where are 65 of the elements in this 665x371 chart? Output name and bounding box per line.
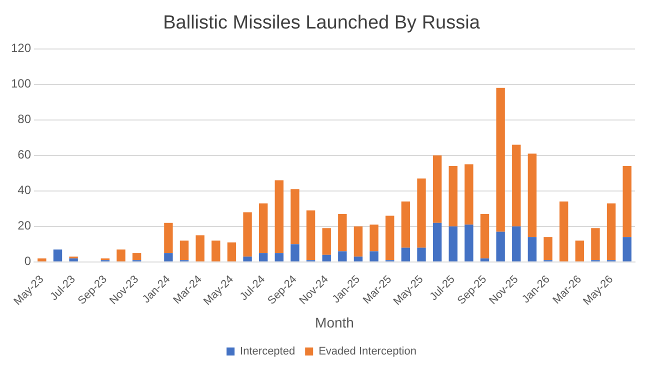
bar <box>258 203 268 254</box>
y-tick-label: 60 <box>18 148 32 162</box>
bar <box>528 237 537 262</box>
bar <box>559 202 568 262</box>
legend-label: Evaded Interception <box>318 346 416 358</box>
bar <box>496 88 505 232</box>
x-axis-title: Month <box>315 314 354 330</box>
bar <box>512 226 521 262</box>
legend-label: Intercepted <box>240 346 296 358</box>
bar <box>370 251 378 262</box>
bar <box>401 202 410 248</box>
bar <box>386 216 394 260</box>
bar <box>274 253 284 262</box>
y-tick-label: 20 <box>18 218 32 233</box>
bar <box>591 228 600 260</box>
bar <box>512 144 521 226</box>
bar <box>274 180 284 254</box>
bar <box>132 253 142 260</box>
bar <box>116 250 126 262</box>
bar <box>306 210 316 260</box>
bar <box>338 251 347 262</box>
bar <box>622 237 632 262</box>
bar <box>164 222 173 254</box>
bar <box>606 203 616 260</box>
bar <box>69 258 78 262</box>
bar <box>258 253 268 262</box>
bar <box>464 164 474 225</box>
bar <box>322 228 331 255</box>
bar <box>480 214 490 258</box>
bar <box>448 226 458 262</box>
bar <box>432 222 442 262</box>
bar <box>164 253 173 262</box>
bar <box>243 256 252 262</box>
bar <box>622 166 632 238</box>
bar <box>354 226 363 257</box>
bar <box>370 224 378 252</box>
bar <box>432 155 442 223</box>
bar <box>528 154 537 238</box>
bar <box>338 214 347 252</box>
bar <box>38 258 46 262</box>
bar <box>448 166 458 226</box>
bar <box>290 244 300 262</box>
y-tick-label: 120 <box>10 41 32 56</box>
bar <box>227 242 236 262</box>
bar <box>496 232 505 262</box>
y-tick-label: 80 <box>18 112 32 126</box>
bar <box>354 256 363 262</box>
y-tick-label: 100 <box>10 76 32 91</box>
bar <box>575 240 584 262</box>
bar <box>290 189 300 244</box>
y-tick-label: 40 <box>18 183 32 198</box>
bar <box>243 212 252 257</box>
bar <box>322 254 331 262</box>
bar <box>544 237 552 260</box>
bar <box>417 248 426 262</box>
chart-title: Ballistic Missiles Launched By Russia <box>163 12 480 34</box>
bar <box>180 240 189 260</box>
bar <box>212 240 220 262</box>
bar <box>401 248 410 262</box>
bar <box>417 178 426 248</box>
bar <box>196 235 204 262</box>
bar <box>464 224 474 262</box>
bar <box>53 250 62 262</box>
bar <box>480 258 490 262</box>
y-tick-label: 0 <box>24 254 32 268</box>
